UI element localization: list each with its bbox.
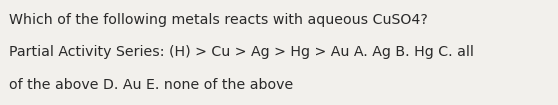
Text: Which of the following metals reacts with aqueous CuSO4?: Which of the following metals reacts wit… bbox=[9, 13, 428, 27]
Text: of the above D. Au E. none of the above: of the above D. Au E. none of the above bbox=[9, 78, 293, 92]
Text: Partial Activity Series: (H) > Cu > Ag > Hg > Au A. Ag B. Hg C. all: Partial Activity Series: (H) > Cu > Ag >… bbox=[9, 45, 474, 59]
